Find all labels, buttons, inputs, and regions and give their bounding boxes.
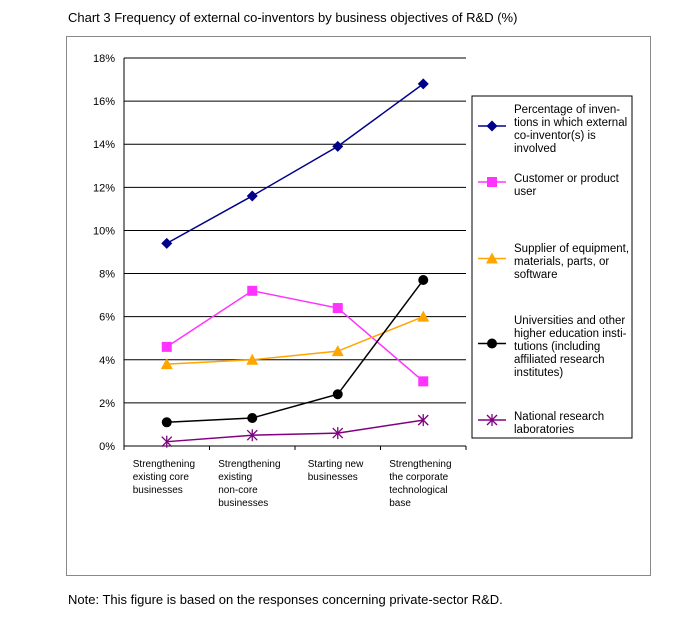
y-tick-label: 2% (99, 398, 115, 410)
data-point-2-0 (160, 358, 173, 370)
series-line-4 (166, 419, 424, 443)
footnote: Note: This figure is based on the respon… (68, 592, 503, 607)
x-tick-label: Starting new businesses (308, 459, 364, 483)
x-tick-label: Strengthening the corporate technological b… (389, 459, 451, 509)
data-point-0-1 (246, 190, 258, 202)
legend-marker-3 (487, 338, 497, 349)
legend-label-2: Supplier of equipment, materials, parts, … (514, 243, 629, 281)
data-point-3-1 (247, 412, 258, 423)
data-point-0-2 (332, 140, 344, 152)
legend-marker-2 (486, 252, 498, 264)
y-tick-label: 18% (93, 53, 115, 65)
series-line-3 (166, 279, 424, 424)
data-point-2-3 (417, 310, 430, 322)
data-point-4-3 (417, 414, 429, 427)
data-point-0-0 (161, 237, 173, 249)
data-point-3-3 (418, 275, 429, 286)
series-line-1 (166, 290, 424, 382)
y-tick-label: 12% (93, 182, 115, 194)
x-tick-label: Strengthening existing non-core businesses (218, 459, 280, 509)
series-line-0 (166, 83, 424, 245)
y-tick-label: 0% (99, 441, 115, 453)
legend-label-3: Universities and other higher education i… (514, 315, 627, 379)
y-tick-label: 16% (93, 96, 115, 108)
data-point-3-2 (332, 389, 343, 400)
data-point-1-1 (247, 285, 258, 296)
series-line-2 (166, 315, 424, 365)
y-tick-label: 4% (99, 355, 115, 367)
chart-title: Chart 3 Frequency of external co-invento… (68, 10, 518, 25)
data-point-4-1 (246, 429, 258, 442)
legend-marker-0 (486, 120, 498, 132)
data-point-2-1 (246, 353, 259, 365)
legend-label-1: Customer or product user (514, 173, 620, 198)
legend-marker-1 (487, 177, 497, 187)
legend-label-4: National research laboratories (514, 411, 604, 436)
data-point-1-0 (161, 341, 172, 352)
y-tick-label: 8% (99, 269, 115, 281)
data-point-3-0 (161, 417, 172, 428)
y-tick-label: 10% (93, 225, 115, 237)
data-point-0-3 (417, 78, 429, 90)
y-tick-label: 14% (93, 139, 115, 151)
chart-frame (66, 36, 651, 576)
legend-box (471, 95, 633, 439)
data-point-1-3 (418, 376, 429, 387)
x-tick-label: Strengthening existing core businesses (133, 459, 195, 496)
y-tick-label: 6% (99, 312, 115, 324)
data-point-4-0 (161, 435, 173, 448)
legend-label-0: Percentage of inven-tions in which exter… (514, 104, 627, 155)
data-point-4-2 (332, 427, 344, 440)
legend-marker-4 (486, 414, 498, 426)
data-point-1-2 (332, 303, 343, 314)
data-point-2-2 (331, 345, 344, 357)
